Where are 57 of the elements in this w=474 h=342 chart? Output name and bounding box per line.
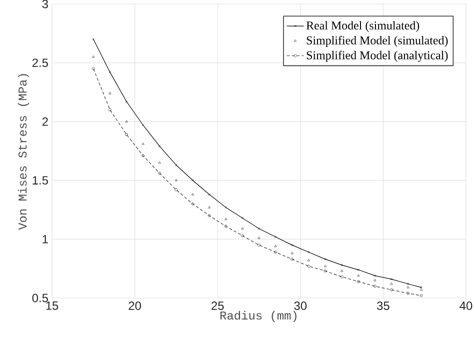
point <box>274 250 278 254</box>
x-tick-label: 20 <box>128 302 141 310</box>
y-tick-label: 1.5 <box>32 176 48 185</box>
x-tick-label: 40 <box>460 302 472 310</box>
x-tick-label: 30 <box>294 302 307 310</box>
point <box>258 244 260 247</box>
y-tick-label: 2 <box>42 117 48 126</box>
x-axis-title: Radius (mm) <box>220 310 296 322</box>
point <box>357 274 360 277</box>
point <box>158 172 162 175</box>
point <box>191 202 194 206</box>
point <box>390 288 393 292</box>
x-tick-label: 15 <box>46 302 58 310</box>
point <box>174 178 178 182</box>
y-tick-label: 2.5 <box>32 58 48 68</box>
point <box>290 258 294 261</box>
point <box>208 214 211 218</box>
point <box>406 286 410 288</box>
point <box>208 206 211 208</box>
point <box>340 269 344 272</box>
point <box>290 252 294 254</box>
point <box>406 282 410 286</box>
point <box>92 55 95 58</box>
legend-label: Real Model (simulated) <box>306 21 420 32</box>
point <box>142 142 144 145</box>
point <box>224 218 228 220</box>
point <box>420 294 423 298</box>
point <box>356 280 360 284</box>
point <box>406 292 410 295</box>
point <box>274 244 277 248</box>
point <box>92 67 95 70</box>
point <box>374 278 376 282</box>
y-tick-label: 0.5 <box>32 294 48 302</box>
y-tick-label: 3 <box>42 0 48 8</box>
point <box>108 92 112 94</box>
point <box>142 154 145 158</box>
point <box>174 188 178 192</box>
point <box>125 133 128 136</box>
point <box>241 216 244 220</box>
point <box>224 224 228 228</box>
point <box>340 275 344 278</box>
point <box>307 258 310 262</box>
y-tick-label: 1 <box>42 235 48 244</box>
legend-label: Simplified Model (simulated) <box>306 36 448 47</box>
x-tick-label: 35 <box>377 302 390 310</box>
point <box>324 264 327 268</box>
point <box>324 269 327 272</box>
point <box>240 234 244 238</box>
legend-label: Simplified Model (analytical) <box>306 50 448 62</box>
point <box>390 282 393 285</box>
y-axis-title: Von Mises Stress (MPa) <box>18 74 30 230</box>
point <box>125 100 128 103</box>
point <box>158 161 161 164</box>
point <box>373 284 376 288</box>
point <box>307 264 310 268</box>
point <box>108 108 112 112</box>
x-tick-label: 25 <box>212 302 224 310</box>
